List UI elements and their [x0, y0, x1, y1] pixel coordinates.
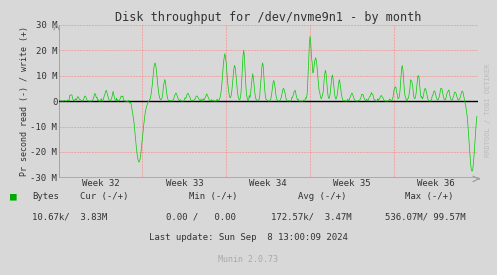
- Text: Max (-/+): Max (-/+): [405, 192, 453, 201]
- Text: RRDTOOL / TOBI OETIKER: RRDTOOL / TOBI OETIKER: [485, 63, 491, 157]
- Y-axis label: Pr second read (-) / write (+): Pr second read (-) / write (+): [20, 26, 29, 176]
- Text: Last update: Sun Sep  8 13:00:09 2024: Last update: Sun Sep 8 13:00:09 2024: [149, 233, 348, 242]
- Text: ■: ■: [10, 192, 17, 202]
- Text: Avg (-/+): Avg (-/+): [298, 192, 346, 201]
- Title: Disk throughput for /dev/nvme9n1 - by month: Disk throughput for /dev/nvme9n1 - by mo…: [115, 10, 421, 24]
- Text: 10.67k/  3.83M: 10.67k/ 3.83M: [32, 213, 107, 222]
- Text: 536.07M/ 99.57M: 536.07M/ 99.57M: [385, 213, 466, 222]
- Text: Cur (-/+): Cur (-/+): [80, 192, 128, 201]
- Text: Bytes: Bytes: [32, 192, 59, 201]
- Text: Min (-/+): Min (-/+): [189, 192, 237, 201]
- Text: 172.57k/  3.47M: 172.57k/ 3.47M: [271, 213, 351, 222]
- Text: Munin 2.0.73: Munin 2.0.73: [219, 255, 278, 264]
- Text: 0.00 /   0.00: 0.00 / 0.00: [166, 213, 237, 222]
